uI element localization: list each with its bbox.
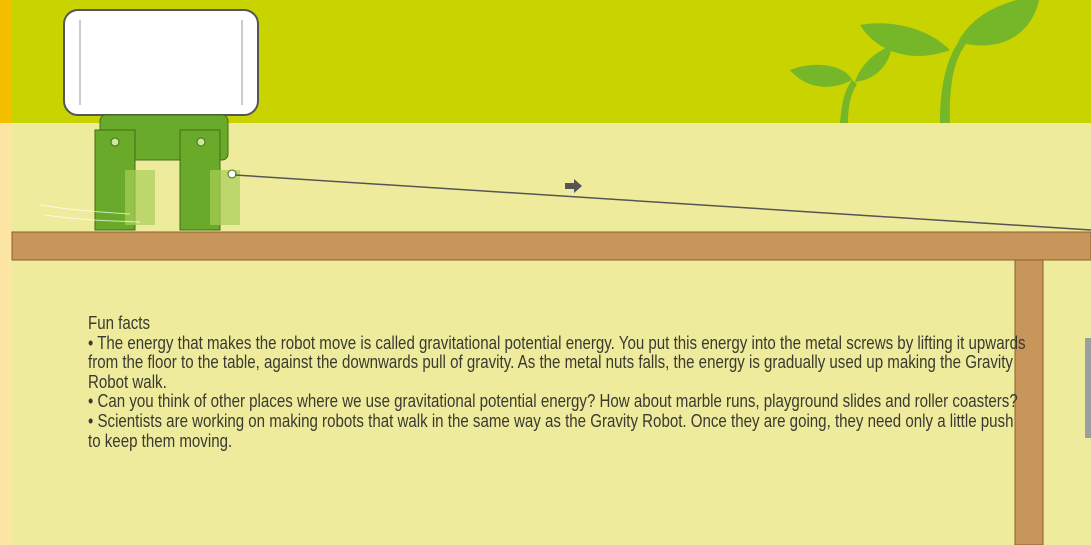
side-strip [0, 0, 12, 123]
fact: • The energy that makes the robot move i… [88, 333, 1029, 392]
string [235, 175, 1091, 230]
fact: • Scientists are working on making robot… [88, 411, 1029, 450]
page: Fun facts • The energy that makes the ro… [0, 0, 1091, 545]
heading: Fun facts [88, 313, 1029, 333]
illustration [0, 0, 1091, 545]
weight [1085, 338, 1091, 438]
fact: • Can you think of other places where we… [88, 391, 1029, 411]
fun-facts: Fun facts • The energy that makes the ro… [88, 313, 1029, 450]
table-top [12, 232, 1091, 260]
side-strip-lower [0, 123, 12, 545]
direction-arrow [565, 179, 582, 193]
